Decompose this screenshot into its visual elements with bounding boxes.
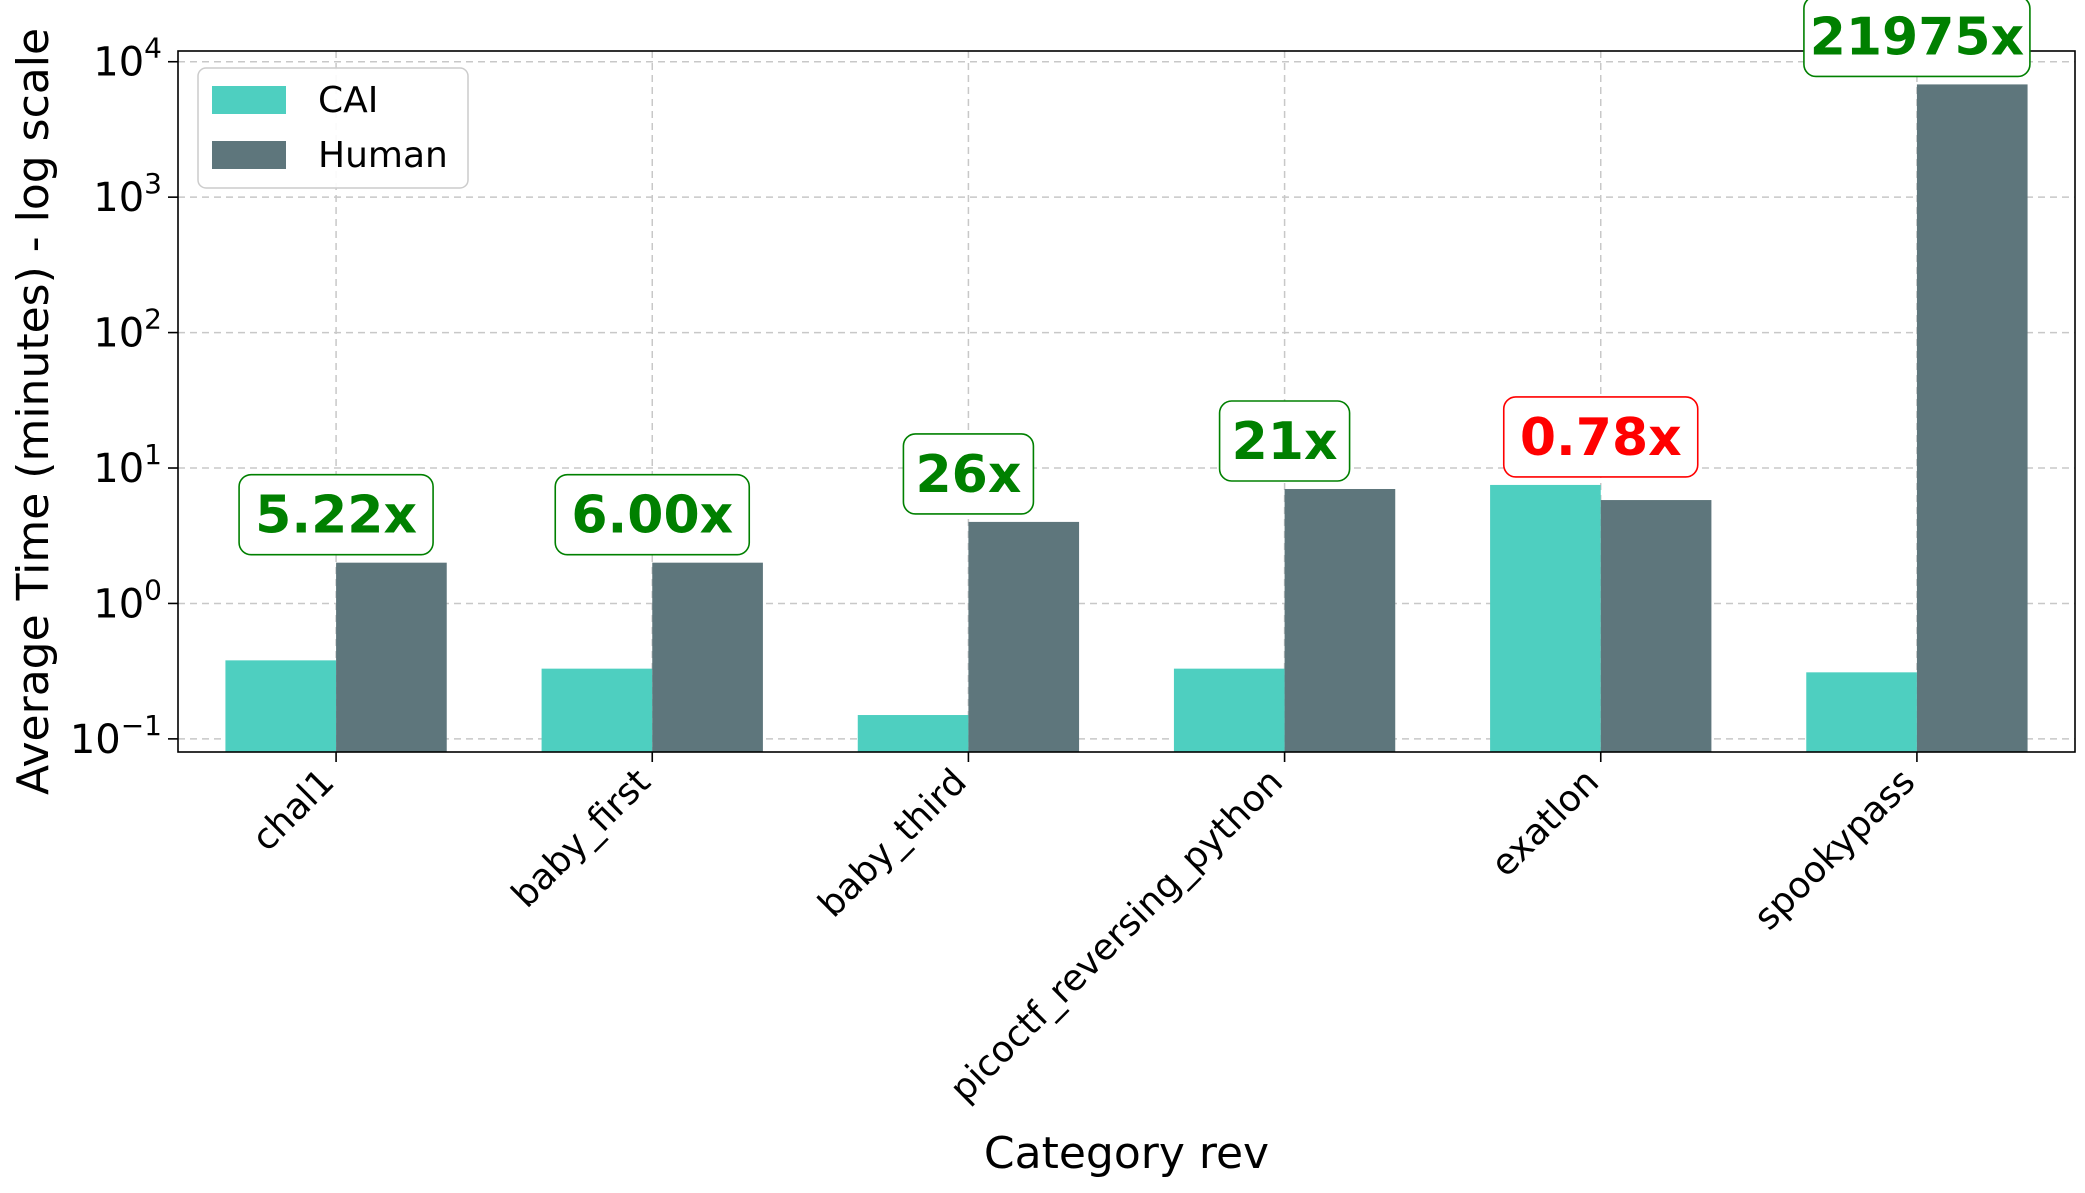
ratio-label-text: 6.00x [571,486,733,546]
ratio-label-text: 26x [915,445,1021,505]
ratio-label-text: 21x [1232,412,1338,472]
legend-label-cai: CAI [318,80,378,121]
ratio-label-box [554,473,751,556]
y-tick-label: 103 [93,167,162,221]
x-tick-label: picoctf_reversing_python [942,761,1291,1110]
ratio-label-chal1: 5.22x [238,473,434,556]
bar-cai-exatlon [1490,484,1601,752]
x-tick-label: baby_third [811,761,975,925]
bar-cai-spookypass [1806,672,1917,752]
y-tick-label: 101 [93,438,162,492]
ratio-label-baby_first: 6.00x [554,473,751,556]
ratio-label-text: 5.22x [255,486,417,546]
x-tick-label: spookypass [1747,761,1924,938]
bar-human-exatlon [1600,500,1712,752]
bar-human-baby_third [968,521,1080,752]
y-tick-label: 100 [93,573,162,627]
x-tick-label: chal1 [244,761,342,859]
legend-label-human: Human [318,135,448,176]
ratio-label-box [902,433,1035,515]
legend-swatch-cai [212,86,286,114]
y-tick-label: 104 [93,32,162,86]
ratio-label-spookypass: 21975x [1803,0,2031,78]
ratio-label-box [1502,396,1699,478]
bar-human-spookypass [1916,84,2028,753]
bar-cai-picoctf_reversing_python [1173,668,1285,752]
y-tick-label: 102 [93,303,162,357]
plot-frame [177,50,2076,753]
bar-human-baby_first [652,562,763,752]
bar-cai-baby_third [857,715,969,752]
y-axis-ticks: 10−1 100 101 102 103 104 [70,32,178,763]
bar-human-picoctf_reversing_python [1284,488,1396,752]
x-tick-label: exatlon [1483,761,1607,885]
ratio-label-text: 21975x [1810,7,2024,67]
ratio-label-exatlon: 0.78x [1502,396,1699,478]
ratio-label-box [238,473,434,556]
ratio-labels: 5.22x 6.00x 26x 21x 0.78x 21975x [238,0,2031,556]
ratio-label-text: 0.78x [1520,408,1682,468]
ratio-label-baby_third: 26x [902,433,1035,515]
bar-human-chal1 [336,562,447,752]
legend: CAI Human [197,67,469,189]
ratio-label-picoctf_reversing_python: 21x [1218,400,1351,482]
x-axis-title: Category rev [984,1128,1269,1179]
ratio-label-box [1218,400,1351,482]
x-axis-ticks: chal1 baby_first baby_thirdpicoctf_reversi… [244,752,1923,1110]
y-tick-label: 10−1 [70,709,162,763]
bar-cai-chal1 [225,660,337,752]
bars [225,84,2028,753]
x-tick-label: baby_first [504,761,658,915]
y-axis-title: Average Time (minutes) - log scale [8,28,59,795]
bar-cai-baby_first [541,668,653,752]
legend-swatch-human [212,141,286,169]
ratio-label-box [1803,0,2031,78]
